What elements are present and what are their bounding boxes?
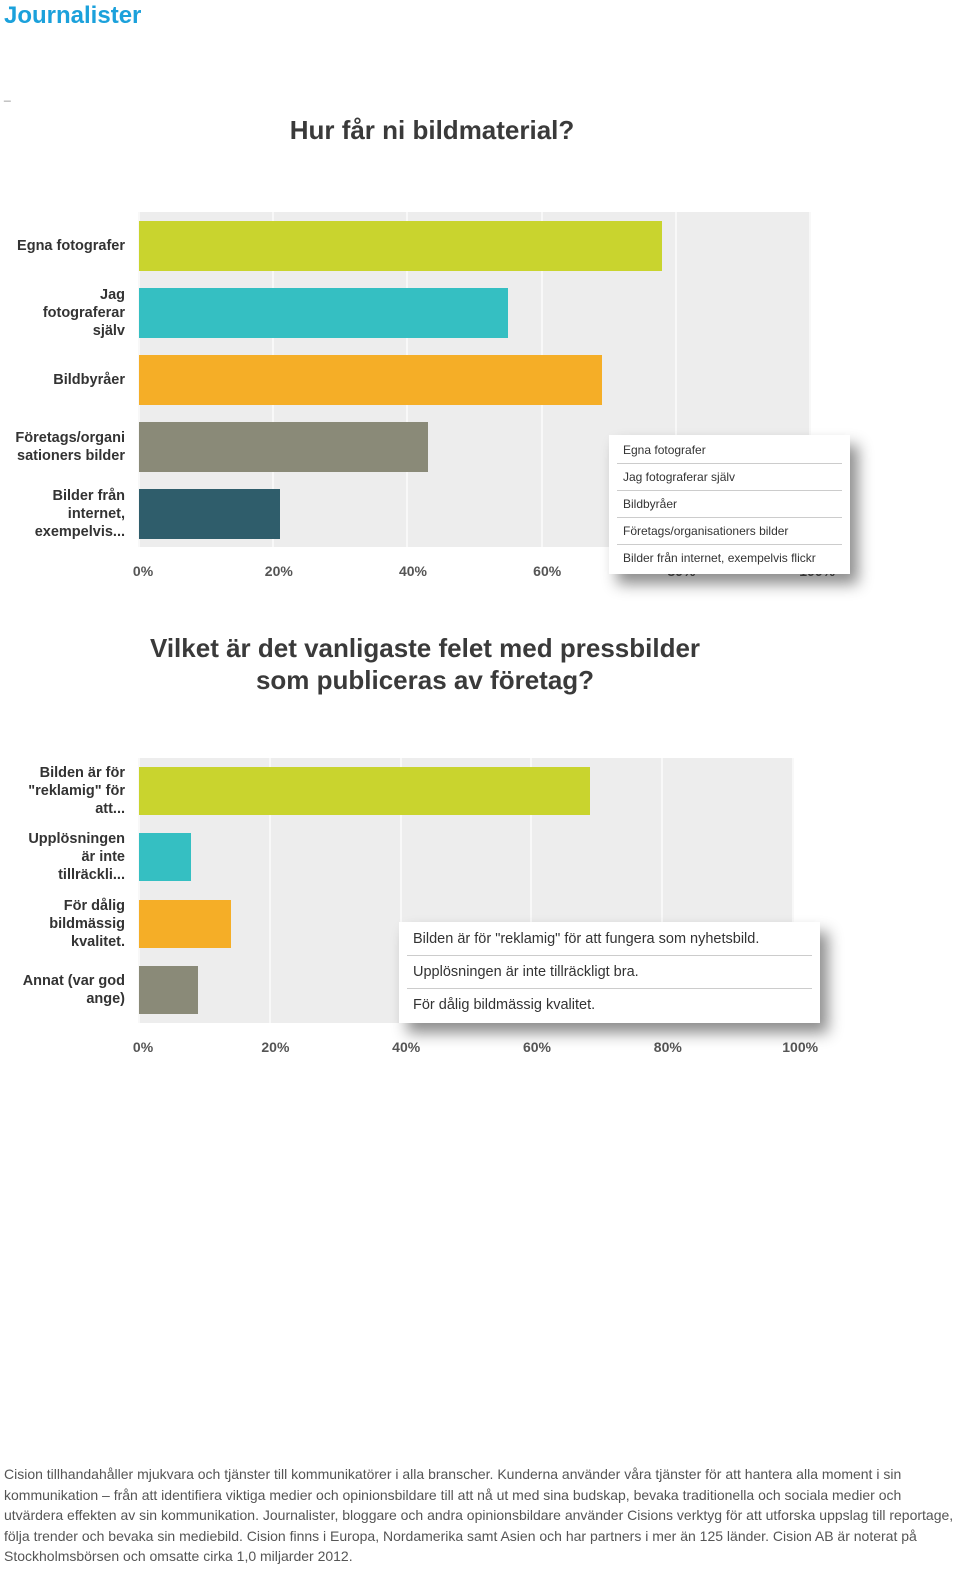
chart-title: Vilket är det vanligaste felet med press… <box>149 633 701 695</box>
bar <box>139 965 198 1014</box>
y-tick-label: Jag fotograferar själv <box>42 286 125 339</box>
bar <box>139 220 663 271</box>
y-tick-label: Upplösningen är inte tillräckli... <box>28 831 125 884</box>
grid-line <box>674 212 677 547</box>
grid-line <box>399 758 402 1023</box>
bar <box>139 354 602 405</box>
x-tick-label: 0% <box>132 563 154 579</box>
x-tick-label: 20% <box>261 1039 290 1055</box>
grid-line <box>268 758 271 1023</box>
grid-line <box>809 212 811 547</box>
y-tick-label: Bilder från internet, exempelvis... <box>34 487 125 540</box>
y-tick-label: För dålig bildmässig kvalitet. <box>49 897 125 950</box>
grid-line <box>530 758 533 1023</box>
grid-line <box>661 758 664 1023</box>
legend: Egna fotografer Jag fotograferar själv Bil… <box>609 435 850 574</box>
legend-entry: Bildbyråer <box>617 491 842 518</box>
x-tick-label: 60% <box>522 1039 552 1055</box>
y-tick-label: Företags/organisationers bilder <box>15 429 125 464</box>
footer-text: Cision tillhandahåller mjukvara och tjän… <box>4 1466 954 1565</box>
legend-entry: Jag fotograferar själv <box>617 464 842 491</box>
separator: _ <box>4 88 11 102</box>
legend: Bilden är för "reklamig" för att fungera… <box>399 922 820 1023</box>
legend-entry: Bilden är för "reklamig" för att fungera… <box>407 923 812 956</box>
chart-title: Hur får ni bildmaterial? <box>289 115 575 145</box>
grid-line <box>792 758 794 1023</box>
x-tick-label: 60% <box>533 563 562 579</box>
x-tick-label: 80% <box>653 1039 682 1055</box>
y-tick-label: Annat (var god ange) <box>22 972 125 1007</box>
legend-entry: Bilder från internet, exempelvis flickr <box>623 551 816 565</box>
bar <box>139 767 591 816</box>
bar <box>139 833 192 882</box>
bar <box>139 488 280 539</box>
y-tick-label: Bildbyråer <box>53 371 125 388</box>
x-tick-label: 100% <box>782 1039 819 1055</box>
y-tick-label: Bilden är för "reklamig" för att... <box>28 765 125 818</box>
bar <box>139 287 509 338</box>
legend-entry: Upplösningen är inte tillräckligt bra. <box>407 956 812 989</box>
legend-entry: För dålig bildmässig kvalitet. <box>413 997 596 1013</box>
bar <box>139 421 428 472</box>
bar <box>139 899 231 948</box>
grid-line <box>138 758 140 1023</box>
x-tick-label: 20% <box>264 563 293 579</box>
x-tick-label: 40% <box>398 563 428 579</box>
legend-entry: Företags/organisationers bilder <box>617 518 842 545</box>
y-tick-label: Egna fotografer <box>17 237 125 254</box>
x-tick-label: 0% <box>132 1039 154 1055</box>
page-title: Journalister <box>4 2 142 29</box>
legend-entry: Egna fotografer <box>617 437 842 464</box>
x-tick-label: 40% <box>392 1039 421 1055</box>
